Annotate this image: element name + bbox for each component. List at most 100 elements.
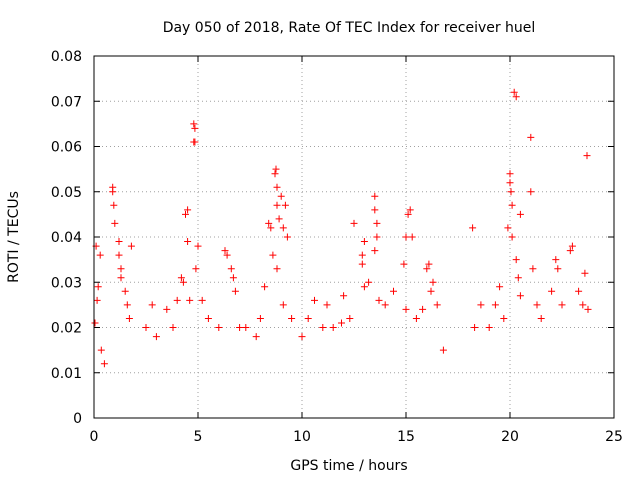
data-point (273, 201, 281, 209)
data-point (507, 188, 515, 196)
data-point (111, 219, 119, 227)
data-point (581, 269, 589, 277)
data-point (423, 265, 431, 273)
data-point (142, 324, 150, 331)
data-point (506, 170, 514, 178)
data-point (265, 219, 273, 227)
data-point (279, 301, 287, 309)
data-point (508, 201, 516, 209)
data-point (152, 333, 160, 341)
x-tick-label: 20 (501, 429, 519, 445)
data-point (97, 346, 105, 354)
data-point (365, 278, 373, 286)
data-point (283, 233, 291, 241)
data-point (311, 296, 318, 304)
data-point (485, 324, 493, 331)
data-point (566, 247, 574, 255)
data-point (429, 278, 437, 286)
data-point (527, 188, 535, 196)
data-point (252, 333, 260, 341)
chart-title: Day 050 of 2018, Rate Of TEC Index for r… (163, 20, 536, 36)
data-point (358, 251, 366, 259)
data-point (408, 233, 416, 241)
data-point (267, 224, 275, 232)
data-point (375, 296, 383, 304)
data-point (329, 324, 337, 331)
data-point (184, 238, 192, 245)
data-point (169, 324, 177, 331)
data-point (123, 301, 131, 309)
data-point (433, 301, 441, 309)
data-point (358, 260, 366, 268)
data-point (469, 224, 477, 232)
data-point (204, 315, 212, 322)
data-point (360, 238, 368, 245)
y-tick-label: 0.06 (51, 140, 82, 156)
data-point (115, 238, 123, 245)
data-point (184, 206, 192, 214)
data-point (496, 283, 504, 291)
data-point (115, 251, 123, 259)
data-point (529, 265, 537, 273)
data-point (121, 287, 129, 295)
data-point (186, 296, 194, 304)
data-point (221, 247, 229, 255)
y-tick-label: 0 (73, 411, 82, 427)
data-point (360, 283, 368, 291)
data-point (242, 324, 250, 331)
data-point (406, 206, 414, 214)
data-point (568, 242, 576, 250)
data-point (91, 319, 99, 327)
y-tick-label: 0.07 (51, 94, 82, 110)
x-tick-label: 25 (605, 429, 623, 445)
data-point (194, 242, 202, 250)
data-point (173, 296, 181, 304)
data-point (148, 301, 156, 309)
data-point (227, 265, 235, 273)
tick-labels: 0 5 10 15 20 25 0 0.01 0.02 0.03 0.04 0.05 0.06 0.07 0… (51, 49, 623, 445)
data-point (109, 188, 117, 196)
data-point (554, 265, 562, 273)
data-point (94, 283, 102, 291)
data-point (506, 179, 514, 187)
data-point (319, 324, 327, 331)
data-point (477, 301, 485, 309)
data-point (179, 278, 187, 286)
data-point (516, 210, 524, 218)
data-point (373, 233, 381, 241)
data-point (96, 251, 104, 259)
data-point (288, 315, 296, 322)
data-point (527, 133, 535, 141)
data-point (371, 192, 379, 200)
data-point (508, 233, 516, 241)
data-point (514, 274, 522, 282)
data-point (579, 301, 587, 309)
y-tick-label: 0.08 (51, 49, 82, 65)
data-point (256, 315, 264, 322)
data-point (271, 170, 279, 178)
data-point (533, 301, 541, 309)
data-point (191, 138, 199, 146)
data-point (273, 265, 281, 273)
data-point (371, 247, 379, 255)
data-point (269, 251, 277, 259)
data-point (127, 242, 135, 250)
axis-ticks (93, 55, 615, 419)
data-point (500, 315, 508, 322)
x-tick-label: 5 (194, 429, 203, 445)
data-point (510, 88, 518, 96)
data-point (400, 260, 408, 268)
x-axis-label: GPS time / hours (290, 458, 407, 474)
data-point (93, 296, 101, 304)
data-point (182, 210, 189, 218)
data-point (163, 305, 171, 313)
data-point (575, 287, 583, 295)
data-point (100, 360, 108, 368)
y-tick-label: 0.03 (51, 275, 82, 291)
x-tick-label: 10 (293, 429, 311, 445)
data-point (346, 315, 354, 322)
data-point (439, 346, 447, 354)
data-point (427, 287, 435, 295)
